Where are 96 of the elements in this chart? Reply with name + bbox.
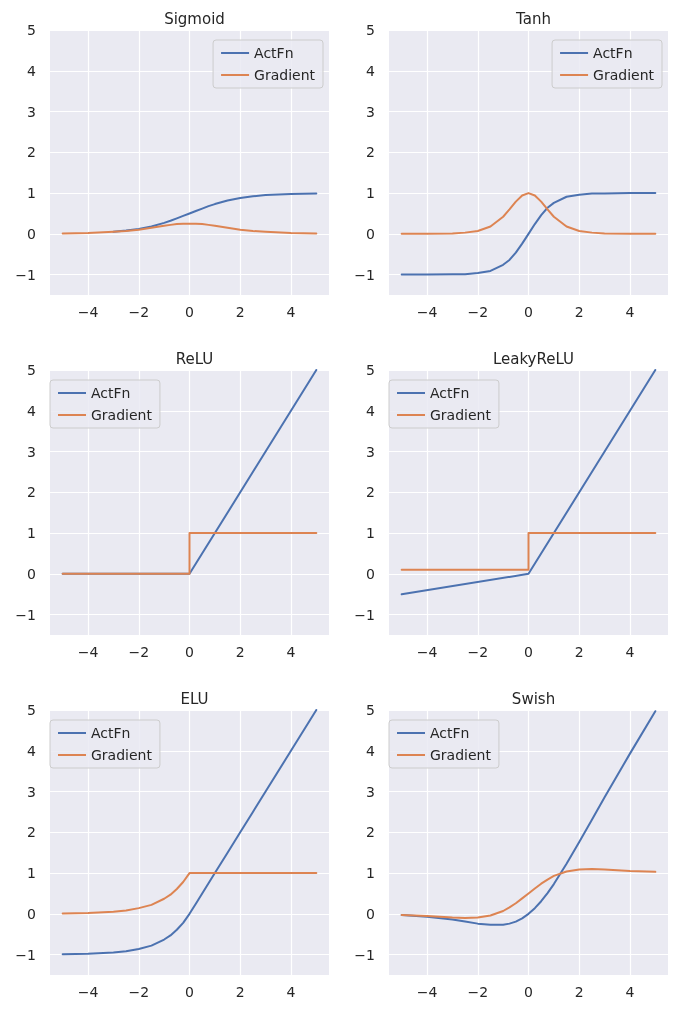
- y-tick-label: −1: [15, 266, 36, 283]
- legend-label: ActFn: [430, 725, 470, 741]
- y-tick-label: 0: [27, 225, 36, 242]
- legend-label: Gradient: [593, 67, 655, 83]
- x-tick-label: 2: [574, 984, 584, 1000]
- x-tick-label: −2: [467, 644, 489, 660]
- x-tick-label: −2: [128, 644, 150, 660]
- legend-label: Gradient: [254, 67, 316, 83]
- y-tick-label: 1: [27, 525, 36, 542]
- line-series: [61, 872, 318, 915]
- legend-label: ActFn: [91, 385, 131, 401]
- x-tick-label: 0: [524, 984, 533, 1000]
- x-tick-label: −4: [77, 304, 99, 320]
- y-tick-label: 5: [366, 22, 375, 38]
- y-tick-label: 1: [366, 865, 375, 882]
- y-tick-label: −1: [354, 266, 375, 283]
- y-tick-label: 1: [366, 525, 375, 542]
- x-tick-label: 4: [625, 304, 635, 320]
- y-tick-label: −1: [354, 946, 375, 963]
- legend-label: ActFn: [254, 45, 294, 61]
- line-series: [400, 192, 657, 235]
- x-tick-label: 0: [524, 644, 533, 660]
- x-tick-label: −4: [416, 984, 438, 1000]
- x-tick-label: 0: [524, 304, 533, 320]
- legend-label: Gradient: [430, 747, 492, 763]
- chart-title: ReLU: [175, 349, 214, 368]
- legend-label: Gradient: [430, 407, 492, 423]
- line-series: [61, 222, 318, 235]
- y-tick-label: 4: [366, 742, 376, 759]
- y-tick-label: 0: [366, 905, 375, 922]
- x-tick-label: −4: [77, 984, 99, 1000]
- x-tick-label: 2: [235, 304, 245, 320]
- y-tick-label: 5: [27, 362, 36, 378]
- x-tick-label: −2: [128, 984, 150, 1000]
- x-tick-label: −2: [467, 984, 489, 1000]
- y-tick-label: 4: [366, 402, 376, 419]
- x-tick-label: 4: [286, 644, 296, 660]
- y-tick-label: 3: [366, 103, 375, 120]
- legend-label: ActFn: [91, 725, 131, 741]
- y-tick-label: 0: [27, 905, 36, 922]
- y-tick-label: 5: [27, 702, 36, 718]
- y-tick-label: 2: [366, 484, 375, 501]
- y-tick-label: 0: [366, 565, 375, 582]
- y-tick-label: 1: [366, 185, 375, 202]
- legend-label: ActFn: [430, 385, 470, 401]
- y-tick-label: 3: [27, 103, 36, 120]
- y-tick-label: 2: [27, 824, 36, 841]
- line-series: [400, 868, 657, 919]
- y-tick-label: 2: [366, 144, 375, 161]
- x-tick-label: 4: [625, 644, 635, 660]
- x-tick-label: −2: [467, 304, 489, 320]
- legend-label: Gradient: [91, 407, 153, 423]
- x-tick-label: 2: [574, 644, 584, 660]
- chart-title: Swish: [511, 689, 556, 708]
- legend-label: Gradient: [91, 747, 153, 763]
- x-tick-label: 4: [625, 984, 635, 1000]
- y-tick-label: −1: [15, 946, 36, 963]
- chart-title: Sigmoid: [164, 9, 225, 28]
- y-tick-label: 3: [366, 443, 375, 460]
- y-tick-label: 5: [366, 702, 375, 718]
- x-tick-label: −4: [416, 304, 438, 320]
- y-tick-label: 3: [27, 783, 36, 800]
- y-tick-label: 1: [27, 865, 36, 882]
- y-tick-label: 1: [27, 185, 36, 202]
- y-tick-label: −1: [354, 606, 375, 623]
- x-tick-label: 2: [235, 984, 245, 1000]
- y-tick-label: −1: [15, 606, 36, 623]
- x-tick-label: 2: [574, 304, 584, 320]
- x-tick-label: 4: [286, 984, 296, 1000]
- y-tick-label: 5: [27, 22, 36, 38]
- x-tick-label: 2: [235, 644, 245, 660]
- line-series: [61, 709, 318, 956]
- y-tick-label: 2: [27, 144, 36, 161]
- legend-label: ActFn: [593, 45, 633, 61]
- y-tick-label: 4: [366, 62, 376, 79]
- y-tick-label: 3: [366, 783, 375, 800]
- y-tick-label: 5: [366, 362, 375, 378]
- x-tick-label: 0: [185, 304, 194, 320]
- y-tick-label: 2: [27, 484, 36, 501]
- chart-title: ELU: [180, 689, 209, 708]
- x-tick-label: −4: [416, 644, 438, 660]
- y-tick-label: 4: [27, 62, 37, 79]
- chart-title: LeakyReLU: [492, 349, 575, 368]
- y-tick-label: 4: [27, 402, 37, 419]
- x-tick-label: −4: [77, 644, 99, 660]
- y-tick-label: 0: [366, 225, 375, 242]
- y-tick-label: 3: [27, 443, 36, 460]
- x-tick-label: 4: [286, 304, 296, 320]
- y-tick-label: 2: [366, 824, 375, 841]
- line-series: [400, 192, 657, 276]
- x-tick-label: −2: [128, 304, 150, 320]
- y-tick-label: 4: [27, 742, 37, 759]
- x-tick-label: 0: [185, 984, 194, 1000]
- y-tick-label: 0: [27, 565, 36, 582]
- chart-title: Tanh: [515, 9, 551, 28]
- x-tick-label: 0: [185, 644, 194, 660]
